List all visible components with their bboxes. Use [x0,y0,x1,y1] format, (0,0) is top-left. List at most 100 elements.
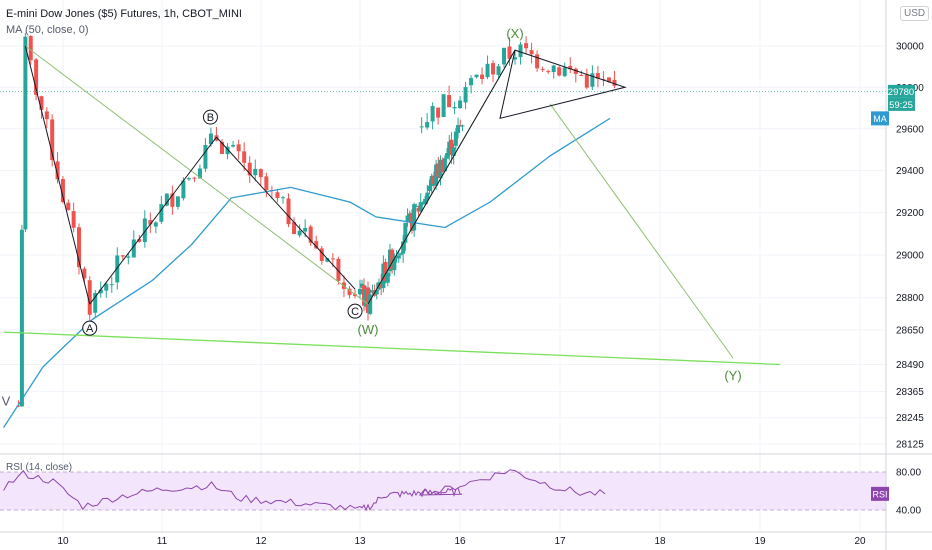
candle-body [612,79,617,86]
candle-body [463,87,468,103]
wave-labels: A B C (W) (X) (Y) V [2,26,742,409]
candle-body [164,193,169,206]
rsi-tick-label: 40.00 [896,506,921,517]
price-tick-label: 28800 [896,293,924,304]
time-tick-label: 17 [554,536,566,547]
candle-body [436,107,441,118]
candle-body [385,272,390,283]
candle-body [438,159,443,179]
ma-badge: MA [873,114,887,124]
candle-body [440,160,445,173]
price-tick-label: 30000 [896,42,924,53]
candle-body [540,68,545,70]
candle-body [568,66,573,70]
candle-body [137,239,142,242]
wave-label-a-circle [82,320,98,336]
candle-body [142,218,147,243]
time-tick-label: 19 [754,536,766,547]
candle-body [148,220,153,225]
candle-body [297,230,302,236]
candle-body [394,256,399,258]
rsi-layer [0,469,886,512]
price-tick-label: 29000 [896,251,924,262]
candle-body [66,202,71,210]
candle-body [518,44,523,58]
candle-body [186,178,191,180]
candle-body [319,248,324,261]
rsi-line [3,469,606,512]
candle-body [242,151,247,163]
candle-body [392,258,397,271]
time-tick-label: 13 [354,536,366,547]
candle-body [175,196,180,207]
candle-body [425,122,430,128]
candle-body [219,141,224,154]
candle-body [231,144,236,147]
candle-body [203,145,208,169]
candle-body [379,282,384,288]
candle-body [126,256,131,258]
candle-body [407,213,412,218]
candle-body [430,106,435,122]
candle-body [573,68,578,74]
candle-body [396,255,401,259]
candle-body [120,255,125,257]
candle-body [429,176,434,186]
candle-body [584,74,589,88]
candle-body [197,168,202,179]
abc-line [24,45,91,305]
candle-body [87,280,92,315]
projection-line-w [25,45,369,305]
support-trendline [3,331,781,366]
candle-body [34,59,39,95]
candle-body [16,405,21,407]
candles [16,32,617,408]
time-tick-label: 11 [157,536,168,547]
candle-body [453,131,458,146]
wave-label-b: B [207,112,214,124]
candle-body [286,198,291,225]
candle-body [225,146,230,155]
candle-body [423,198,428,205]
candle-body [93,293,98,313]
current-price-badge: 29780 [888,87,914,98]
candle-body [502,47,507,65]
candle-body [366,287,370,313]
currency-label[interactable]: USD [900,6,930,21]
candle-body [398,253,403,255]
candle-body [60,179,65,203]
triangle-pattern [499,49,627,120]
candle-body [192,177,197,179]
candle-body [131,239,136,258]
rsi-legend[interactable]: RSI (14, close) [6,462,73,473]
candle-body [247,162,252,176]
candle-body [436,163,441,177]
candle-body [590,73,595,87]
price-tick-label: 28245 [896,413,924,424]
rsi-tick-label: 80.00 [896,468,921,479]
candle-body [71,211,76,228]
candle-body [39,96,44,110]
candle-body [460,125,465,127]
candle-body [208,133,213,145]
candle-body [557,67,562,76]
candle-body [425,192,430,200]
candle-body [452,107,457,109]
price-tick-label: 29400 [896,166,924,177]
candle-body [258,169,263,178]
candle-body [325,258,330,262]
candle-body [390,249,395,270]
candle-body [403,222,408,243]
candle-body [153,222,158,227]
candle-body [458,125,463,127]
candle-body [529,50,534,55]
candle-body [353,294,358,297]
candle-body [330,258,335,260]
ma-legend[interactable]: MA (50, close, 0) [6,24,89,36]
candle-body [383,261,388,281]
candle-body [28,36,33,61]
candle-body [347,288,352,296]
candle-body [19,229,24,407]
